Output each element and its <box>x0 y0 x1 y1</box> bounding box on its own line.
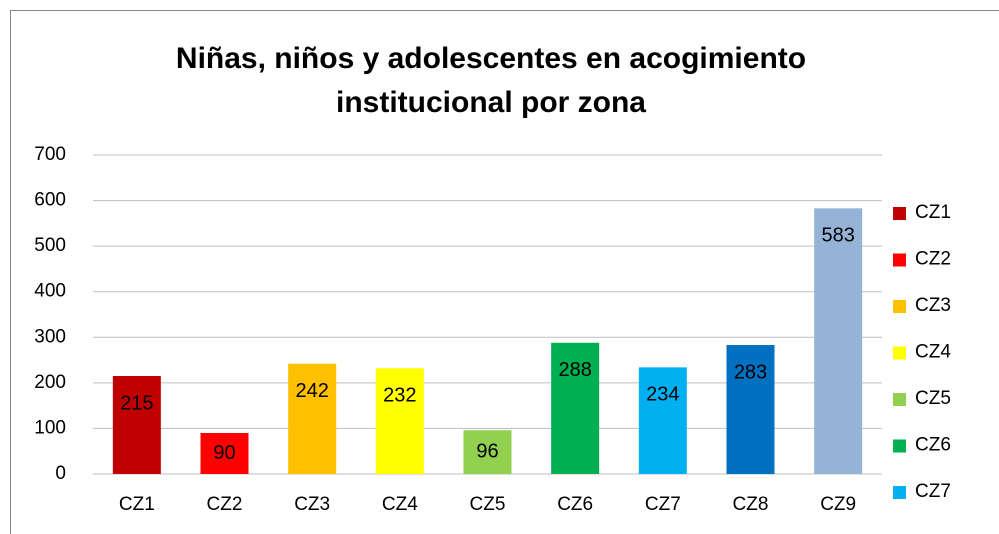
bar <box>200 432 249 474</box>
legend-label: CZ1 <box>915 202 951 223</box>
legend-swatch <box>893 393 906 406</box>
bar <box>638 367 687 474</box>
x-tick-label: CZ2 <box>207 494 243 515</box>
data-label: 215 <box>120 392 153 414</box>
x-tick-label: CZ6 <box>557 494 593 515</box>
legend-label: CZ7 <box>915 481 951 502</box>
y-tick-label: 0 <box>55 463 66 484</box>
y-tick-label: 300 <box>34 326 66 347</box>
bar <box>726 345 775 474</box>
legend-label: CZ5 <box>915 388 951 409</box>
legend-swatch <box>893 439 906 453</box>
x-tick-label: CZ5 <box>470 494 506 515</box>
x-tick-label: CZ8 <box>733 494 769 515</box>
data-label: 583 <box>821 225 854 247</box>
y-tick-label: 200 <box>34 372 66 393</box>
chart-title: institucional por zona <box>336 86 646 119</box>
y-tick-label: 500 <box>34 235 66 256</box>
legend-swatch <box>893 486 906 499</box>
data-label: 90 <box>213 442 235 464</box>
x-tick-label: CZ7 <box>645 494 681 515</box>
x-tick-label: CZ1 <box>119 494 155 515</box>
bar <box>463 430 512 474</box>
legend-label: CZ4 <box>915 342 951 363</box>
x-tick-label: CZ4 <box>382 494 418 515</box>
legend-swatch <box>893 346 906 360</box>
legend-label: CZ3 <box>915 295 951 316</box>
y-tick-label: 100 <box>34 417 66 438</box>
chart-title: Niñas, niños y adolescentes en acogimien… <box>176 42 806 75</box>
data-label: 234 <box>646 384 679 406</box>
y-tick-label: 700 <box>34 144 66 165</box>
data-label: 283 <box>734 361 767 383</box>
y-tick-label: 400 <box>34 281 66 302</box>
x-tick-label: CZ3 <box>294 494 330 515</box>
bar <box>112 376 161 474</box>
bar <box>551 342 600 474</box>
legend-swatch <box>893 207 906 220</box>
data-label: 242 <box>295 380 328 402</box>
data-label: 288 <box>558 359 591 381</box>
legend-swatch <box>893 253 906 267</box>
legend-label: CZ6 <box>915 435 951 456</box>
bar <box>814 208 863 474</box>
bar <box>288 363 337 474</box>
legend-swatch <box>893 300 906 313</box>
y-tick-label: 600 <box>34 190 66 211</box>
x-tick-label: CZ9 <box>820 494 856 515</box>
data-label: 96 <box>476 440 498 462</box>
data-label: 232 <box>383 385 416 407</box>
legend-label: CZ2 <box>915 249 951 270</box>
bar <box>375 368 424 474</box>
